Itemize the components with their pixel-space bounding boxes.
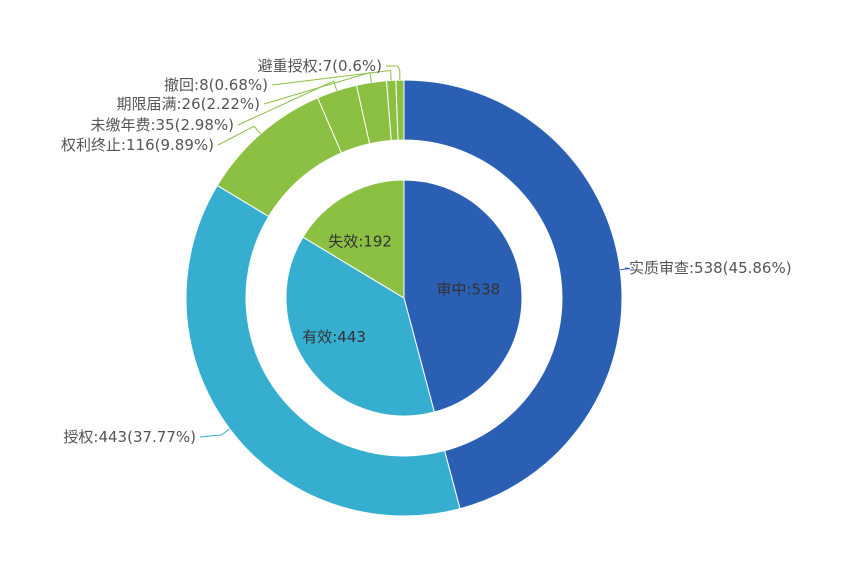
outer-label-6: 避重授权:7(0.6%) [258,57,382,75]
outer-label-4: 期限届满:26(2.22%) [117,95,261,113]
outer-label-5: 撤回:8(0.68%) [164,76,268,94]
outer-label-3: 未缴年费:35(2.98%) [91,116,235,134]
outer-label-2: 权利终止:116(9.89%) [61,136,214,154]
inner-label-1: 有效:443 [302,328,366,346]
outer-label-0: 实质审查:538(45.86%) [629,259,792,277]
outer-label-1: 授权:443(37.77%) [63,428,196,446]
inner-label-0: 审中:538 [437,281,501,299]
leader-line-6 [386,66,400,80]
leader-line-1 [200,429,230,437]
inner-label-2: 失效:192 [328,232,392,250]
